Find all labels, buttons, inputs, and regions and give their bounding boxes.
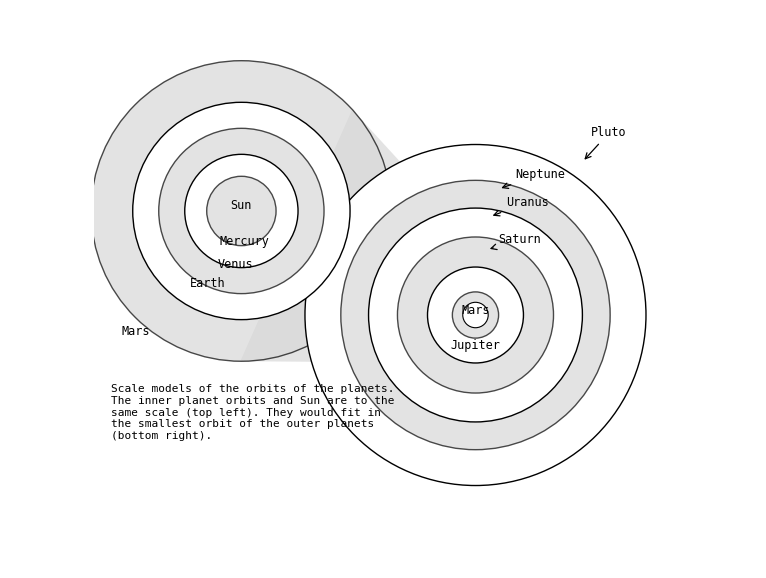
Text: Venus: Venus — [218, 258, 254, 271]
Circle shape — [341, 180, 611, 450]
Text: Mars: Mars — [461, 305, 489, 317]
Polygon shape — [241, 109, 511, 363]
Text: Scale models of the orbits of the planets.
The inner planet orbits and Sun are t: Scale models of the orbits of the planet… — [111, 384, 394, 441]
Circle shape — [398, 237, 554, 393]
Circle shape — [368, 208, 582, 422]
Circle shape — [453, 292, 499, 338]
Text: Neptune: Neptune — [502, 168, 565, 188]
Circle shape — [159, 128, 324, 294]
Text: Uranus: Uranus — [494, 196, 549, 216]
Circle shape — [133, 102, 350, 320]
Circle shape — [427, 267, 523, 363]
Text: Sun: Sun — [231, 199, 252, 212]
Circle shape — [185, 154, 298, 268]
Circle shape — [91, 61, 391, 361]
Text: Mars: Mars — [122, 325, 150, 338]
Text: Jupiter: Jupiter — [450, 339, 500, 352]
Circle shape — [305, 144, 646, 486]
Text: Pluto: Pluto — [585, 127, 627, 159]
Text: Mercury: Mercury — [219, 235, 269, 247]
Text: Saturn: Saturn — [491, 234, 542, 250]
Circle shape — [207, 176, 276, 246]
Text: Earth: Earth — [190, 277, 226, 290]
Circle shape — [463, 302, 488, 328]
